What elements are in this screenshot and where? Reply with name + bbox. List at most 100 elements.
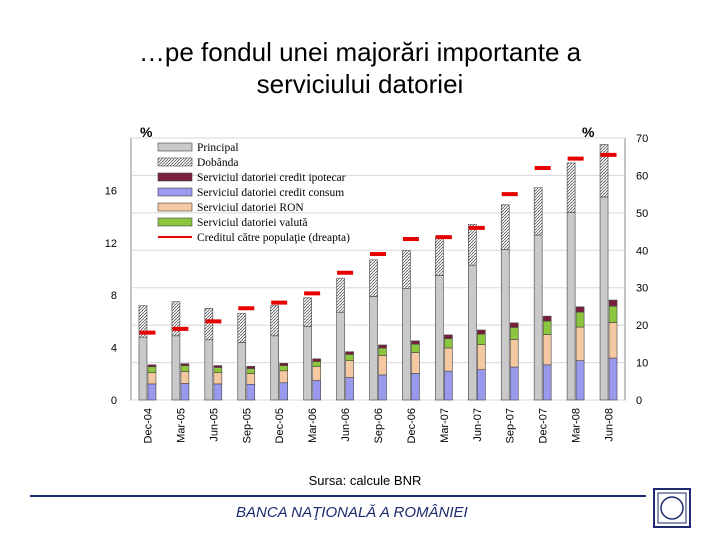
bar-segment-principal xyxy=(171,335,181,401)
bar-segment-consum xyxy=(509,366,519,401)
bar-segment-principal xyxy=(204,339,214,401)
bar-segment-consum xyxy=(180,383,190,401)
category-tick-label: Dec-04 xyxy=(142,408,154,443)
legend-label: Serviciul datoriei credit ipotecar xyxy=(197,172,346,184)
bar-segment-consum xyxy=(345,377,354,401)
bar-segment-valuta xyxy=(444,338,453,349)
bar-segment-valuta xyxy=(147,366,157,373)
bar-segment-ron xyxy=(279,370,289,384)
bar-segment-dobanda xyxy=(533,187,543,236)
bar-segment-ron xyxy=(345,360,354,378)
bar-segment-principal xyxy=(303,326,312,401)
bar-segment-valuta xyxy=(608,305,618,323)
bar-segment-ron xyxy=(246,373,256,385)
bar-segment-consum xyxy=(378,374,387,401)
category-tick-label: Mar-08 xyxy=(571,408,583,443)
source-note: Sursa: calcule BNR xyxy=(308,473,422,488)
legend-swatch xyxy=(157,157,193,167)
bar-segment-dobanda xyxy=(599,144,609,198)
bar-segment-ron xyxy=(509,339,519,368)
left-tick-label: 0 xyxy=(111,395,117,407)
bar-segment-consum xyxy=(444,370,453,401)
legend-label: Serviciul datoriei credit consum xyxy=(197,187,344,199)
bar-segment-valuta xyxy=(542,320,552,335)
legend-label: Principal xyxy=(197,142,239,154)
bar-segment-valuta xyxy=(213,367,223,373)
category-tick-label: Jun-06 xyxy=(340,408,352,442)
bar-segment-ron xyxy=(378,355,387,376)
right-tick-label: 50 xyxy=(636,208,648,220)
category-tick-label: Dec-06 xyxy=(406,408,418,443)
category-tick-label: Mar-05 xyxy=(175,408,187,443)
bar-segment-principal xyxy=(237,342,247,401)
bar-segment-ipotecar xyxy=(476,329,486,335)
bar-segment-principal xyxy=(533,234,543,401)
right-tick-label: 60 xyxy=(636,170,648,182)
legend-swatch xyxy=(157,142,193,152)
bar-segment-principal xyxy=(270,335,280,401)
legend-label: Creditul către populaţie (dreapta) xyxy=(197,232,350,244)
bar-segment-consum xyxy=(476,369,486,401)
category-tick-label: Sep-05 xyxy=(241,408,253,443)
bar-segment-valuta xyxy=(575,311,585,328)
bar-segment-principal xyxy=(500,249,510,401)
bar-segment-valuta xyxy=(509,327,519,340)
bar-segment-ipotecar xyxy=(378,344,387,349)
bar-segment-dobanda xyxy=(467,224,477,266)
bar-segment-consum xyxy=(312,380,321,401)
legend-swatch xyxy=(157,202,193,212)
bar-segment-ron xyxy=(476,344,486,370)
bar-segment-ron xyxy=(575,326,585,361)
bar-segment-ron xyxy=(213,372,223,385)
footer-bank-name: BANCA NAŢIONALĂ A ROMÂNIEI xyxy=(236,504,468,521)
right-tick-label: 70 xyxy=(636,133,648,145)
bar-segment-principal xyxy=(566,212,576,401)
bar-segment-principal xyxy=(467,264,477,401)
bar-segment-valuta xyxy=(312,361,321,367)
bar-segment-consum xyxy=(608,357,618,401)
bar-segment-dobanda xyxy=(435,235,444,276)
bar-segment-dobanda xyxy=(237,313,247,343)
bar-segment-principal xyxy=(336,311,345,401)
left-axis-unit: % xyxy=(140,124,153,140)
category-tick-label: Jun-07 xyxy=(472,408,484,442)
category-tick-label: Mar-06 xyxy=(307,408,319,443)
bar-segment-principal xyxy=(402,288,411,401)
category-tick-label: Jun-05 xyxy=(208,408,220,442)
bar-segment-ipotecar xyxy=(147,364,157,367)
bar-segment-ipotecar xyxy=(509,322,519,328)
left-tick-label: 4 xyxy=(111,343,117,355)
bar-segment-ipotecar xyxy=(575,306,585,313)
category-tick-label: Mar-07 xyxy=(439,408,451,443)
footer-divider xyxy=(30,495,646,497)
legend-label: Serviciul datoriei valută xyxy=(197,217,308,229)
bar-segment-valuta xyxy=(345,354,354,361)
bar-segment-consum xyxy=(213,383,223,401)
slide-title: …pe fondul unei majorări importante a se… xyxy=(0,36,720,100)
bar-segment-valuta xyxy=(180,365,190,372)
bar-segment-dobanda xyxy=(171,301,181,337)
bar-segment-valuta xyxy=(378,347,387,356)
right-axis-unit: % xyxy=(582,124,595,140)
right-tick-label: 40 xyxy=(636,245,648,257)
category-tick-label: Sep-07 xyxy=(505,408,517,443)
bar-segment-principal xyxy=(599,196,609,401)
bar-segment-ipotecar xyxy=(444,334,453,339)
bar-segment-ipotecar xyxy=(246,366,256,369)
bar-segment-ron xyxy=(444,347,453,372)
bar-segment-dobanda xyxy=(566,162,576,213)
legend-swatch xyxy=(157,217,193,227)
left-tick-label: 8 xyxy=(111,290,117,302)
bar-segment-consum xyxy=(279,382,289,401)
left-tick-label: 12 xyxy=(105,238,117,250)
bar-segment-dobanda xyxy=(303,297,312,327)
bar-segment-dobanda xyxy=(369,259,378,297)
bar-segment-ron xyxy=(608,322,618,359)
category-tick-label: Jun-08 xyxy=(604,408,616,442)
bar-segment-consum xyxy=(246,383,256,401)
bar-segment-dobanda xyxy=(270,305,280,337)
bar-segment-valuta xyxy=(279,365,289,372)
title-line-1: …pe fondul unei majorări importante a xyxy=(138,37,582,67)
bar-segment-ron xyxy=(147,372,157,385)
bar-segment-ipotecar xyxy=(279,363,289,366)
